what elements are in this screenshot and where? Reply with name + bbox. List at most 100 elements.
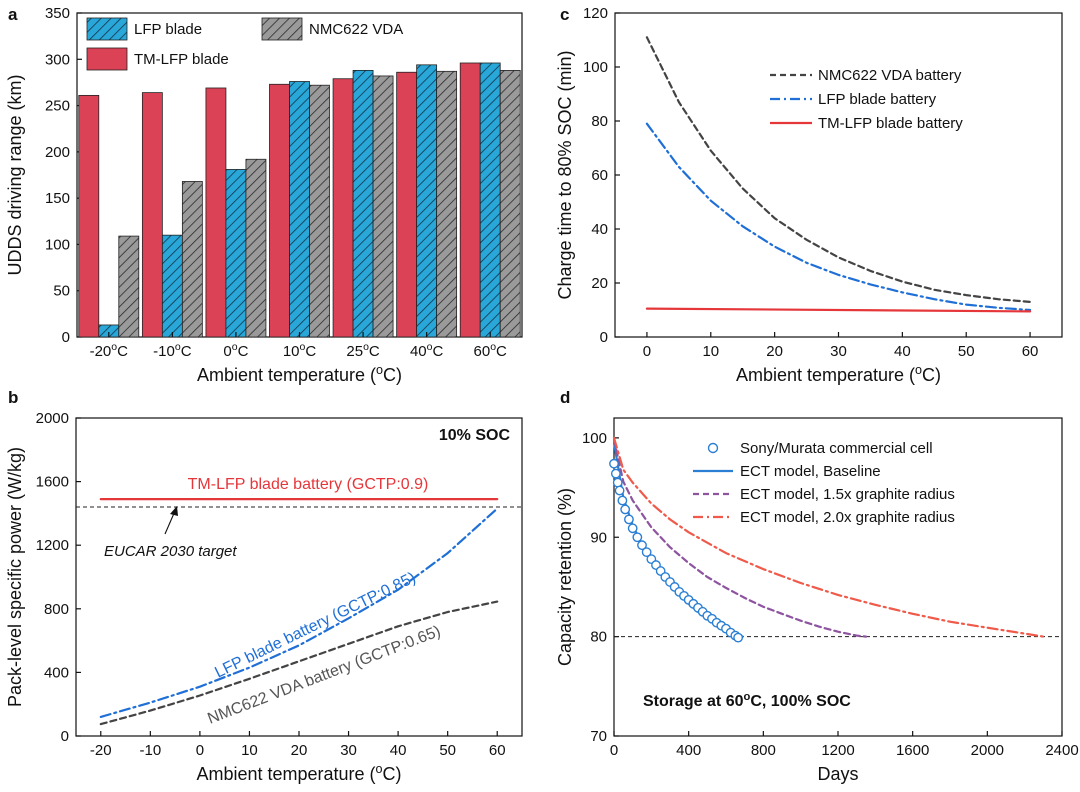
series-line-2 [612,438,868,638]
y-tick-label: 300 [45,51,70,68]
panel-letter-d: d [560,388,570,407]
y-tick-label: 1600 [36,474,69,491]
legend-swatch [261,17,303,41]
legend-swatch [86,17,128,41]
x-tick-label: 10oC [283,341,317,360]
x-axis-label: Ambient temperature (oC) [196,762,401,784]
x-tick-label: 25oC [346,341,380,360]
x-tick-label: 20 [291,742,308,759]
y-tick-label: 90 [590,529,607,546]
data-point-marker [609,458,619,469]
legend-marker [707,442,719,454]
data-point-marker [627,523,638,534]
data-point-marker [614,485,625,496]
data-point-marker [612,477,623,488]
bar-tm-lfp-blade [269,83,290,338]
y-tick-label: 120 [583,5,608,22]
bar-nmc622-vda [245,158,267,338]
y-tick-label: 400 [44,664,69,681]
panel-a-bar-chart: 0 50 100 150 200 250 300 350 Ambient temperature… [5,5,523,385]
y-tick-label: 60 [591,167,608,184]
y-tick-label: 150 [45,190,70,207]
x-tick-label: 60 [1022,343,1039,360]
x-tick-label: 800 [751,742,776,759]
bar-tm-lfp-blade [205,87,227,338]
data-point-marker [733,632,744,643]
data-point-marker [624,514,634,525]
x-tick-label: 40oC [410,341,444,360]
bar-lfp-blade [416,64,438,338]
x-tick-label: -10oC [153,341,192,360]
y-tick-label: 800 [44,601,69,618]
y-tick-label: 0 [600,329,608,346]
data-point-marker [620,504,631,515]
nmc-series-label: NMC622 VDA battery (GCTP:0.65) [205,623,443,728]
series-line-2 [645,307,1032,313]
legend-label: TM-LFP blade battery [818,115,963,132]
y-tick-label: 50 [53,283,70,300]
x-axis-label: Ambient temperature (oC) [736,363,941,385]
bar-nmc622-vda [372,75,394,338]
x-tick-label: 20 [766,343,783,360]
bar-tm-lfp-blade [78,94,100,338]
bar-nmc622-vda [499,69,521,338]
x-tick-label: 30 [340,742,357,759]
legend-label: LFP blade [134,21,202,38]
x-tick-label: 30 [830,343,847,360]
x-tick-label: 0 [610,742,618,759]
y-tick-label: 80 [590,629,607,646]
panel-c-line-chart: 0 20 40 60 80 100 120 0 10 20 30 40 50 60 Ambient temp… [555,5,1063,385]
bar-nmc622-vda [181,181,203,338]
series-line-1 [99,507,499,719]
x-tick-label: 60 [489,742,506,759]
y-tick-label: 20 [591,275,608,292]
legend-label: ECT model, 2.0x graphite radius [740,509,955,526]
y-tick-label: 100 [583,59,608,76]
storage-corner-label: Storage at 60oC, 100% SOC [643,691,851,710]
panel-letter-b: b [8,388,18,407]
legend-swatch [86,47,128,71]
y-tick-label: 250 [45,98,70,115]
x-tick-label: 10 [702,343,719,360]
x-tick-label: 0 [643,343,651,360]
bar-tm-lfp-blade [459,62,481,338]
x-tick-label: 0 [196,742,204,759]
legend-label: NMC622 VDA battery [818,67,962,84]
legend-label: Sony/Murata commercial cell [740,440,933,457]
legend-label: NMC622 VDA [309,21,403,38]
lfp-series-label: LFP blade battery (GCTP:0.85) [212,569,418,681]
bar-lfp-blade [479,62,501,338]
x-tick-label: 60oC [474,341,508,360]
legend-label: ECT model, Baseline [740,463,881,480]
series-line-2 [99,600,499,726]
y-tick-label: 1200 [36,537,69,554]
tm-lfp-series-label: TM-LFP blade battery (GCTP:0.9) [188,476,429,493]
x-tick-label: -10 [139,742,161,759]
panel-letter-c: c [560,5,569,24]
x-tick-label: 400 [676,742,701,759]
y-tick-label: 40 [591,221,608,238]
soc-corner-label: 10% SOC [439,427,511,444]
legend-label: TM-LFP blade [134,51,229,68]
data-point-marker [637,540,647,551]
bar-nmc622-vda [118,235,140,338]
bar-tm-lfp-blade [396,71,418,338]
y-tick-label: 100 [45,236,70,253]
bar-tm-lfp-blade [141,92,163,338]
data-point-marker [610,468,621,479]
legend-label: ECT model, 1.5x graphite radius [740,486,955,503]
bar-lfp-blade [161,234,183,338]
x-tick-label: 40 [894,343,911,360]
eucar-target-label: EUCAR 2030 target [104,543,237,560]
bar-nmc622-vda [309,84,330,338]
y-axis-label: Pack-level specific power (W/kg) [5,447,25,707]
y-tick-label: 80 [591,113,608,130]
eucar-arrow-head [170,506,178,516]
x-axis-label: Days [817,764,858,784]
x-tick-label: 50 [958,343,975,360]
y-tick-label: 0 [62,329,70,346]
bar-lfp-blade [289,81,310,338]
bar-lfp-blade [352,69,374,338]
x-tick-label: 10 [241,742,258,759]
